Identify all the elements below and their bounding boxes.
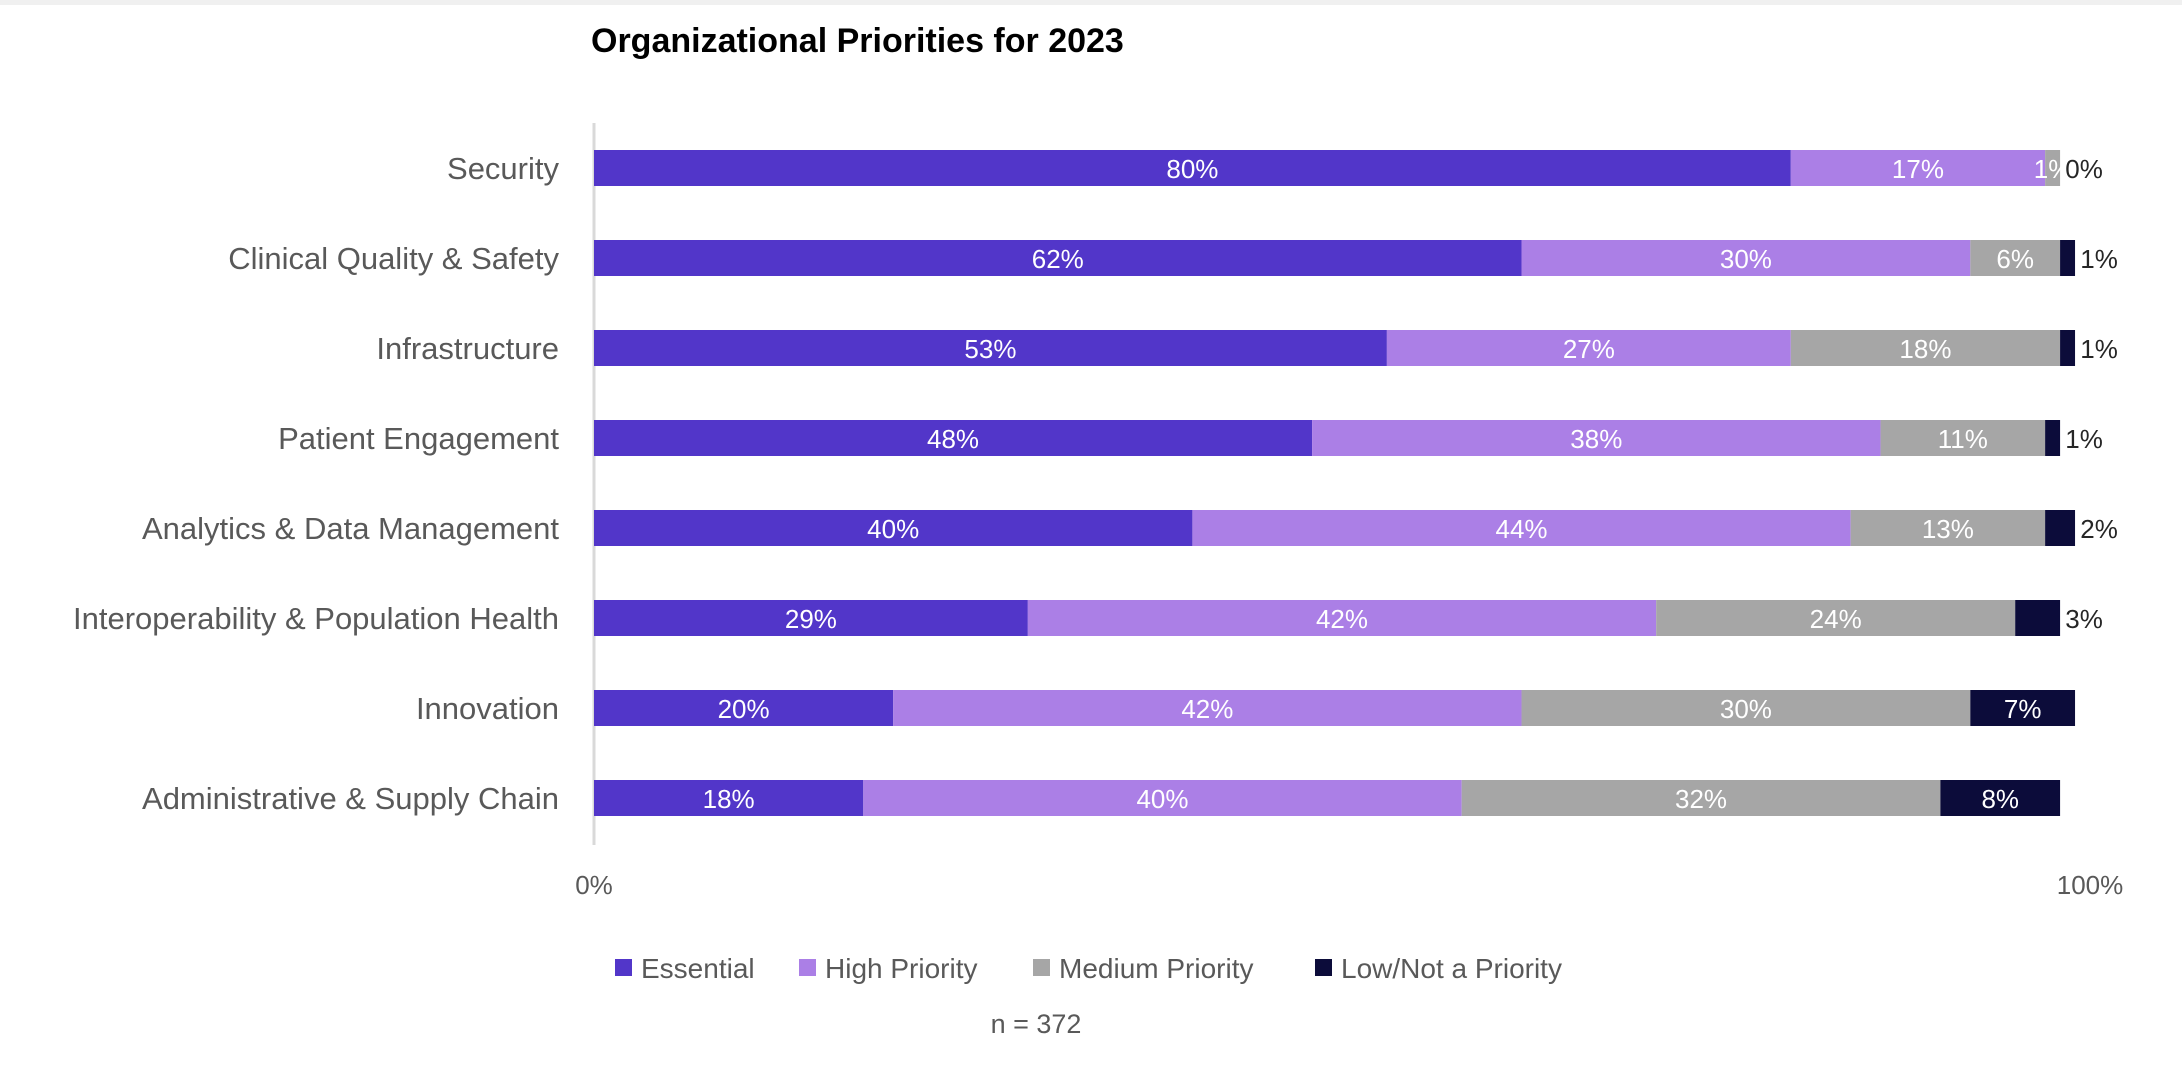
data-label-essential-analytics-and-data-management: 40% [867, 514, 919, 544]
data-label-essential-innovation: 20% [718, 694, 770, 724]
data-label-essential-security: 80% [1166, 154, 1218, 184]
bar-low-not-a-priority-infrastructure [2060, 330, 2076, 366]
data-label-high-priority-analytics-and-data-management: 44% [1495, 514, 1547, 544]
data-label-medium-priority-patient-engagement: 11% [1938, 424, 1988, 454]
data-label-medium-priority-innovation: 30% [1720, 694, 1772, 724]
data-label-low-not-a-priority-clinical-quality-and-safety: 1% [2080, 244, 2118, 274]
data-label-low-not-a-priority-interoperability-and-population-health: 3% [2065, 604, 2103, 634]
category-label-interoperability-and-population-health: Interoperability & Population Health [73, 601, 559, 636]
bar-low-not-a-priority-analytics-and-data-management [2045, 510, 2076, 546]
data-label-medium-priority-clinical-quality-and-safety: 6% [1996, 244, 2034, 274]
legend-label-essential: Essential [641, 953, 755, 984]
legend: Essential High Priority Medium Priority Low… [615, 953, 1562, 984]
sample-size-note: n = 372 [991, 1009, 1082, 1039]
bars-group: 80% 17% 1%0%62% 30% 6% 1%53% 27% 18% 1%48% 38% 11%… [594, 150, 2118, 816]
data-label-medium-priority-administrative-and-supply-chain: 32% [1675, 784, 1727, 814]
x-tick-label-1: 100% [2057, 870, 2124, 900]
legend-swatch-low-not-a-priority [1315, 959, 1332, 976]
category-label-patient-engagement: Patient Engagement [278, 421, 559, 456]
legend-label-high-priority: High Priority [825, 953, 977, 984]
data-label-high-priority-security: 17% [1892, 154, 1944, 184]
data-label-high-priority-innovation: 42% [1181, 694, 1233, 724]
data-label-high-priority-interoperability-and-population-health: 42% [1316, 604, 1368, 634]
data-label-medium-priority-interoperability-and-population-health: 24% [1810, 604, 1862, 634]
bar-essential-security [594, 150, 1791, 186]
category-labels: Security Clinical Quality & Safety Infrast… [73, 151, 559, 816]
data-label-essential-infrastructure: 53% [964, 334, 1016, 364]
data-label-high-priority-infrastructure: 27% [1563, 334, 1615, 364]
bar-high-priority-innovation [893, 690, 1522, 726]
data-label-low-not-a-priority-administrative-and-supply-chain: 8% [1981, 784, 2019, 814]
bar-high-priority-administrative-and-supply-chain [863, 780, 1462, 816]
data-label-essential-interoperability-and-population-health: 29% [785, 604, 837, 634]
category-label-administrative-and-supply-chain: Administrative & Supply Chain [142, 781, 559, 816]
legend-swatch-medium-priority [1033, 959, 1050, 976]
bar-high-priority-infrastructure [1386, 330, 1791, 366]
bar-essential-clinical-quality-and-safety [594, 240, 1522, 276]
data-label-essential-patient-engagement: 48% [927, 424, 979, 454]
category-label-infrastructure: Infrastructure [376, 331, 559, 366]
bar-high-priority-analytics-and-data-management [1192, 510, 1851, 546]
data-label-essential-administrative-and-supply-chain: 18% [703, 784, 755, 814]
bar-medium-priority-administrative-and-supply-chain [1461, 780, 1941, 816]
bar-low-not-a-priority-administrative-and-supply-chain [1940, 780, 2061, 816]
x-tick-label-0: 0% [575, 870, 613, 900]
data-label-essential-clinical-quality-and-safety: 62% [1032, 244, 1084, 274]
bar-essential-interoperability-and-population-health [594, 600, 1028, 636]
category-label-clinical-quality-and-safety: Clinical Quality & Safety [228, 241, 559, 276]
bar-essential-administrative-and-supply-chain [594, 780, 864, 816]
bar-essential-analytics-and-data-management [594, 510, 1193, 546]
data-label-medium-priority-infrastructure: 18% [1899, 334, 1951, 364]
legend-swatch-essential [615, 959, 632, 976]
category-label-analytics-and-data-management: Analytics & Data Management [142, 511, 559, 546]
data-label-medium-priority-analytics-and-data-management: 13% [1922, 514, 1974, 544]
bar-high-priority-clinical-quality-and-safety [1521, 240, 1971, 276]
data-label-low-not-a-priority-innovation: 7% [2004, 694, 2042, 724]
chart-title: Organizational Priorities for 2023 [591, 22, 1124, 60]
bar-low-not-a-priority-innovation [1970, 690, 2076, 726]
bar-essential-infrastructure [594, 330, 1387, 366]
bar-medium-priority-interoperability-and-population-health [1656, 600, 2016, 636]
data-label-low-not-a-priority-analytics-and-data-management: 2% [2080, 514, 2118, 544]
legend-swatch-high-priority [799, 959, 816, 976]
category-label-security: Security [447, 151, 559, 186]
bar-medium-priority-infrastructure [1790, 330, 2061, 366]
data-label-low-not-a-priority-security: 0% [2065, 154, 2103, 184]
bar-high-priority-interoperability-and-population-health [1027, 600, 1657, 636]
bar-essential-innovation [594, 690, 894, 726]
bar-low-not-a-priority-clinical-quality-and-safety [2060, 240, 2076, 276]
bar-medium-priority-security [2045, 150, 2061, 186]
legend-label-low-not-a-priority: Low/Not a Priority [1341, 953, 1562, 984]
bar-high-priority-patient-engagement [1312, 420, 1881, 456]
data-label-low-not-a-priority-infrastructure: 1% [2080, 334, 2118, 364]
bar-high-priority-security [1790, 150, 2046, 186]
bar-medium-priority-patient-engagement [1880, 420, 2046, 456]
x-axis-ticks: 0% 100% [575, 870, 2123, 900]
data-label-medium-priority-security: 1% [2034, 154, 2072, 184]
data-label-high-priority-administrative-and-supply-chain: 40% [1136, 784, 1188, 814]
bar-low-not-a-priority-patient-engagement [2045, 420, 2061, 456]
bar-medium-priority-clinical-quality-and-safety [1970, 240, 2061, 276]
bar-medium-priority-innovation [1521, 690, 1971, 726]
top-border [0, 0, 2182, 5]
bar-essential-patient-engagement [594, 420, 1313, 456]
data-label-high-priority-patient-engagement: 38% [1570, 424, 1622, 454]
data-label-low-not-a-priority-patient-engagement: 1% [2065, 424, 2103, 454]
bar-low-not-a-priority-interoperability-and-population-health [2015, 600, 2061, 636]
bar-medium-priority-analytics-and-data-management [1850, 510, 2046, 546]
data-label-high-priority-clinical-quality-and-safety: 30% [1720, 244, 1772, 274]
legend-label-medium-priority: Medium Priority [1059, 953, 1253, 984]
category-label-innovation: Innovation [416, 691, 559, 726]
